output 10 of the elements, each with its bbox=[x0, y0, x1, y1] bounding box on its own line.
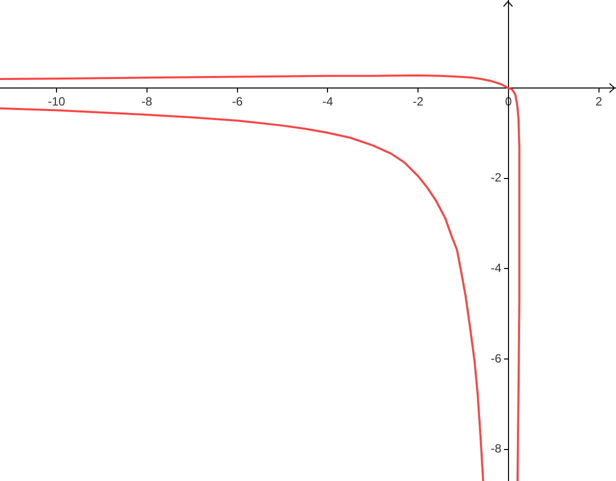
y-tick-label: -8 bbox=[490, 442, 502, 456]
y-tick-label: -2 bbox=[490, 170, 502, 185]
x-tick-label: -8 bbox=[142, 94, 153, 109]
x-tick-label: -10 bbox=[48, 94, 66, 109]
x-tick-label: -6 bbox=[232, 94, 243, 109]
x-tick-label: -2 bbox=[412, 94, 424, 109]
x-tick-label: 2 bbox=[595, 94, 602, 109]
y-tick-label: -6 bbox=[490, 351, 502, 366]
x-tick-label: -4 bbox=[322, 94, 334, 109]
y-tick-label: -4 bbox=[490, 261, 502, 276]
